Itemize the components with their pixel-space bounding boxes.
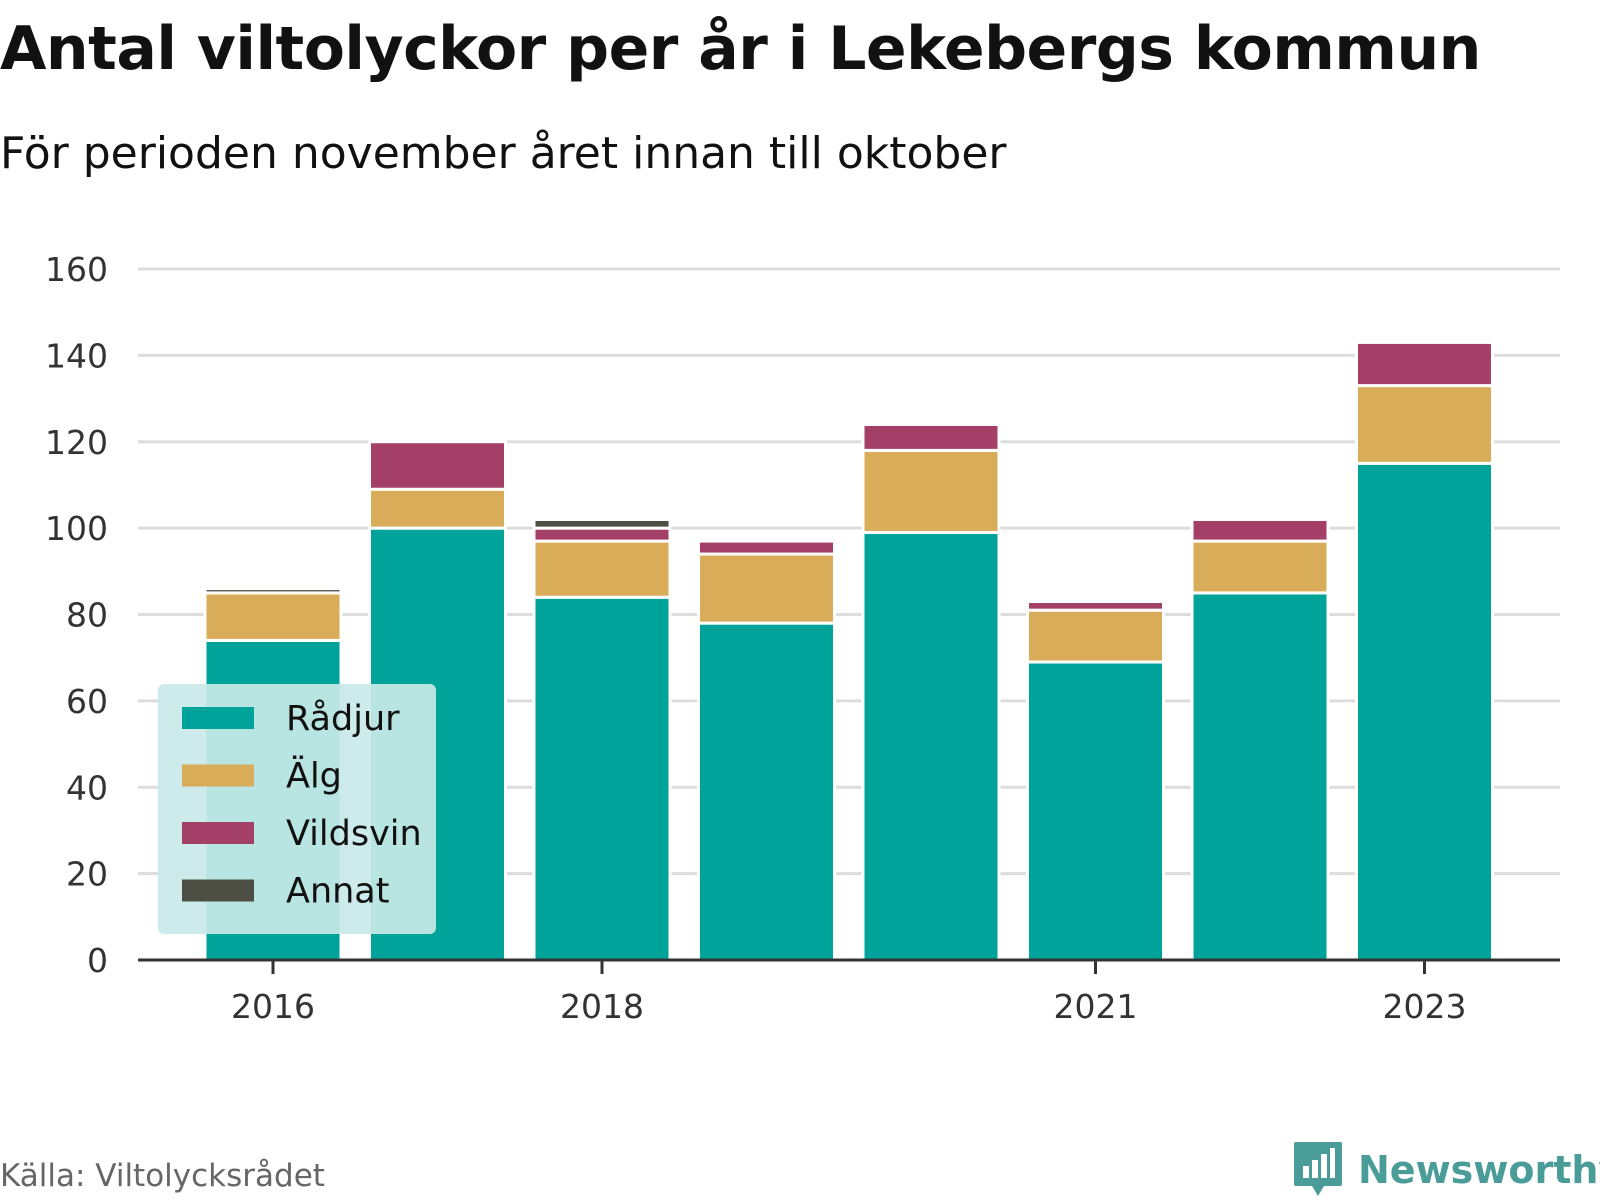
- bars: [203, 340, 1494, 962]
- legend-background: [158, 684, 436, 934]
- bar-segment: [203, 587, 343, 595]
- bar-segment: [861, 448, 1001, 534]
- y-axis-ticks: 0 20 40 60 80 100 120 140 160: [45, 250, 108, 980]
- legend: Rådjur Älg Vildsvin Annat: [158, 684, 436, 934]
- bar-segment: [1026, 600, 1165, 612]
- brand-logo[interactable]: Newsworthy: [1292, 1140, 1600, 1200]
- y-tick-label: 60: [66, 682, 108, 721]
- x-tick-label: 2018: [560, 987, 644, 1026]
- legend-label: Annat: [286, 872, 389, 912]
- legend-label: Vildsvin: [286, 814, 422, 854]
- bar-segment: [1190, 539, 1330, 595]
- legend-swatch: [182, 822, 254, 844]
- x-tick-label: 2023: [1383, 987, 1467, 1026]
- bar-segment: [1026, 608, 1165, 664]
- legend-swatch: [182, 764, 254, 787]
- brand-name: Newsworthy: [1358, 1148, 1600, 1192]
- x-tick-label: 2021: [1054, 987, 1138, 1026]
- y-tick-label: 100: [45, 509, 108, 548]
- bar-segment: [532, 526, 672, 543]
- bar-segment: [697, 539, 836, 556]
- y-tick-label: 160: [45, 250, 108, 289]
- bar-segment: [861, 422, 1001, 452]
- bar-segment: [697, 552, 836, 625]
- legend-label: Rådjur: [286, 698, 400, 739]
- legend-label: Älg: [286, 755, 342, 797]
- y-tick-label: 20: [66, 855, 108, 894]
- chart-title: Antal viltolyckor per år i Lekebergs kom…: [0, 14, 1481, 84]
- legend-swatch: [182, 879, 254, 902]
- y-tick-label: 140: [45, 336, 108, 375]
- bar-segment: [1190, 517, 1330, 543]
- bar-segment: [532, 517, 672, 530]
- x-tick-label: 2016: [231, 987, 315, 1026]
- bar-segment: [368, 440, 507, 491]
- bar-segment: [203, 591, 343, 642]
- bar-segment: [1355, 384, 1494, 465]
- y-tick-label: 120: [45, 423, 108, 462]
- y-tick-label: 0: [87, 941, 108, 980]
- bar-segment: [1355, 340, 1494, 388]
- bar-segment: [368, 487, 507, 530]
- bar-segment: [1355, 461, 1494, 962]
- stacked-bar-chart: 0 20 40 60 80 100 120 140 160 2016 2018 2021 2023 R…: [45, 250, 1560, 1026]
- x-axis-ticks: 2016 2018 2021 2023: [231, 960, 1466, 1026]
- bar-segment: [1026, 660, 1165, 962]
- bar-segment: [532, 595, 672, 962]
- bar-segment: [861, 530, 1001, 962]
- legend-swatch: [182, 707, 254, 729]
- chart-subtitle: För perioden november året innan till ok…: [0, 128, 1007, 179]
- bar-segment: [532, 539, 672, 599]
- y-tick-label: 40: [66, 768, 108, 807]
- source-note: Källa: Viltolycksrådet: [0, 1158, 325, 1194]
- bar-segment: [697, 621, 836, 962]
- bar-chart-speech-bubble-icon: [1294, 1142, 1342, 1196]
- bar-segment: [1190, 591, 1330, 962]
- y-tick-label: 80: [66, 596, 108, 635]
